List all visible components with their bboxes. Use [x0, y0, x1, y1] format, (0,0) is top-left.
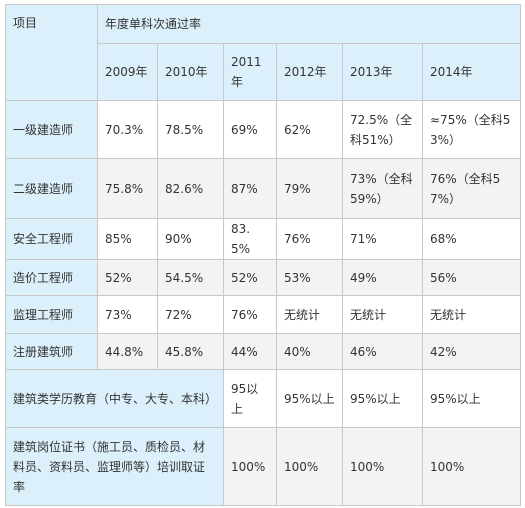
- table-cell: 46%: [342, 333, 423, 370]
- table-row: 安全工程师 85% 90% 83.5% 76% 71% 68%: [5, 218, 522, 260]
- table-cell: 79%: [276, 158, 343, 219]
- table-cell: 42%: [421, 333, 522, 370]
- row-header-label: 项目: [5, 4, 98, 101]
- year-header: 2009年: [97, 43, 158, 101]
- table-cell: 72.5%（全科51%）: [342, 100, 423, 159]
- row-label: 一级建造师: [5, 100, 98, 159]
- table-cell: 95以上: [223, 369, 277, 428]
- table-row: 二级建造师 75.8% 82.6% 87% 79% 73%（全科59%） 76%…: [5, 158, 522, 219]
- table-cell: 52%: [97, 259, 158, 296]
- pass-rate-table: 项目 年度单科次通过率 2009年 2010年 2011年 2012年 2013…: [5, 4, 522, 506]
- table-cell: 69%: [223, 100, 277, 159]
- table-cell: 49%: [342, 259, 423, 296]
- row-label: 监理工程师: [5, 295, 98, 334]
- table-cell: 100%: [276, 427, 343, 506]
- row-label: 注册建筑师: [5, 333, 98, 370]
- table-cell: 72%: [157, 295, 224, 334]
- table-cell: 62%: [276, 100, 343, 159]
- table-cell: ≈75%（全科53%）: [421, 100, 522, 159]
- table-cell: 87%: [223, 158, 277, 219]
- table-cell: 100%: [421, 427, 522, 506]
- table-cell: 40%: [276, 333, 343, 370]
- table-cell: 78.5%: [157, 100, 224, 159]
- table-cell: 56%: [421, 259, 522, 296]
- row-label: 安全工程师: [5, 218, 98, 260]
- table-cell: 54.5%: [157, 259, 224, 296]
- table-cell: 95%以上: [342, 369, 423, 428]
- table-cell: 85%: [97, 218, 158, 260]
- table-cell: 100%: [342, 427, 423, 506]
- year-header: 2010年: [157, 43, 224, 101]
- table-cell: 100%: [223, 427, 277, 506]
- table-cell: 53%: [276, 259, 343, 296]
- table-cell: 95%以上: [276, 369, 343, 428]
- year-header: 2012年: [276, 43, 343, 101]
- row-label: 二级建造师: [5, 158, 98, 219]
- table-cell: 52%: [223, 259, 277, 296]
- table-row: 造价工程师 52% 54.5% 52% 53% 49% 56%: [5, 259, 522, 296]
- year-header: 2011年: [223, 43, 277, 101]
- table-row: 注册建筑师 44.8% 45.8% 44% 40% 46% 42%: [5, 333, 522, 370]
- table-cell: 71%: [342, 218, 423, 260]
- header-row-years: 2009年 2010年 2011年 2012年 2013年 2014年: [6, 43, 522, 101]
- row-label: 建筑岗位证书（施工员、质检员、材料员、资料员、监理师等）培训取证率: [5, 427, 224, 506]
- group-header: 年度单科次通过率: [96, 4, 522, 44]
- table-row: 建筑类学历教育（中专、大专、本科） 95以上 95%以上 95%以上 95%以上: [5, 369, 522, 428]
- table-cell: 76%（全科57%）: [421, 158, 522, 219]
- row-label: 造价工程师: [5, 259, 98, 296]
- table-cell: 76%: [223, 295, 277, 334]
- table-cell: 45.8%: [157, 333, 224, 370]
- table-cell: 73%（全科59%）: [342, 158, 423, 219]
- row-label: 建筑类学历教育（中专、大专、本科）: [5, 369, 224, 428]
- year-header: 2013年: [342, 43, 423, 101]
- table-cell: 95%以上: [421, 369, 522, 428]
- year-header: 2014年: [421, 43, 522, 101]
- table-row: 监理工程师 73% 72% 76% 无统计 无统计 无统计: [5, 295, 522, 334]
- table-cell: 无统计: [342, 295, 423, 334]
- header-row-group: 项目 年度单科次通过率: [5, 4, 522, 101]
- table-row: 建筑岗位证书（施工员、质检员、材料员、资料员、监理师等）培训取证率 100% 1…: [5, 427, 522, 506]
- table-cell: 无统计: [421, 295, 522, 334]
- table-cell: 44.8%: [97, 333, 158, 370]
- table-cell: 44%: [223, 333, 277, 370]
- table-row: 一级建造师 70.3% 78.5% 69% 62% 72.5%（全科51%） ≈…: [5, 100, 522, 159]
- table-cell: 75.8%: [97, 158, 158, 219]
- table-cell: 90%: [157, 218, 224, 260]
- table-cell: 70.3%: [97, 100, 158, 159]
- table-cell: 73%: [97, 295, 158, 334]
- table-cell: 76%: [276, 218, 343, 260]
- table-cell: 82.6%: [157, 158, 224, 219]
- table-cell: 无统计: [276, 295, 343, 334]
- table-cell: 68%: [421, 218, 522, 260]
- table-cell: 83.5%: [223, 218, 277, 260]
